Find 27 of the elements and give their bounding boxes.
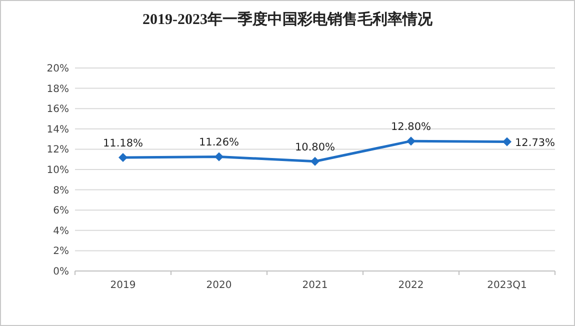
point	[118, 153, 128, 162]
chart-title: 2019-2023年一季度中国彩电销售毛利率情况	[142, 10, 434, 28]
data-label: 11.18%	[102, 138, 144, 150]
x-tick-label: 2023Q1	[487, 280, 527, 291]
point	[214, 152, 224, 162]
y-tick-label: 10%	[46, 165, 69, 176]
point	[406, 136, 416, 146]
y-tick-label: 14%	[46, 124, 69, 136]
y-tick-label: 8%	[53, 185, 69, 196]
data-label: 10.80%	[294, 141, 336, 154]
y-tick-label: 16%	[46, 104, 69, 116]
point	[502, 137, 512, 146]
y-tick-label: 18%	[46, 84, 69, 95]
data-label: 11.26%	[198, 136, 240, 149]
x-tick-label: 2022	[398, 280, 424, 291]
y-tick-label: 2%	[53, 246, 69, 258]
y-tick-label: 4%	[53, 226, 69, 237]
data-label: 12.73%	[515, 136, 556, 149]
x-tick-label: 2021	[302, 280, 328, 291]
x-tick-label: 2020	[206, 280, 232, 291]
x-tick-label: 2019	[110, 280, 136, 291]
y-tick-label: 6%	[53, 206, 69, 217]
point	[310, 156, 320, 166]
y-tick-label: 0%	[53, 266, 69, 278]
y-tick-label: 12%	[46, 144, 69, 156]
data-label: 12.80%	[390, 121, 432, 134]
y-tick-label: 20%	[46, 64, 69, 74]
